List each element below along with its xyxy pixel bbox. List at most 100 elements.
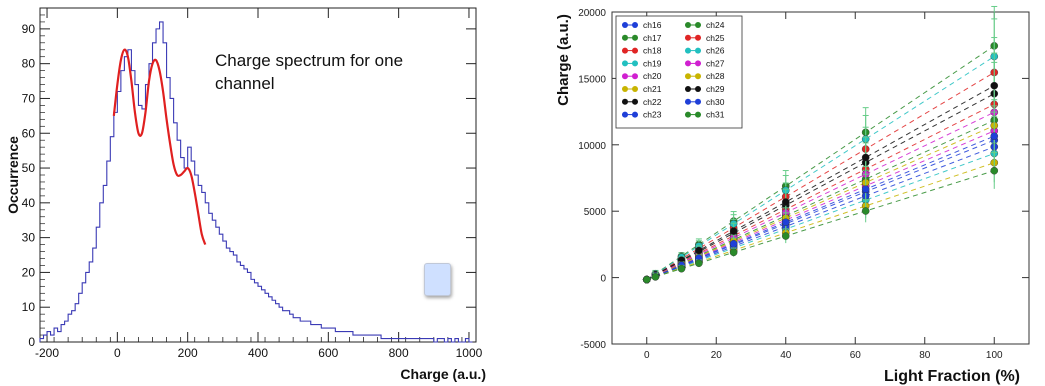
legend: ch16 ch17 ch18 ch19 ch20 ch21 ch22 ch23 ch24 ch25… (615, 15, 743, 129)
data-point-ch29 (695, 246, 703, 255)
y-tick-label: -5000 (580, 340, 606, 351)
fit-line-ch24 (646, 45, 995, 281)
x-tick-label: 40 (780, 350, 792, 361)
legend-marker (695, 34, 701, 41)
y-tick-label: 90 (22, 22, 36, 36)
axes: 0 20 40 60 80 100 -5000 0 5000 10000 15000 20000 (578, 8, 1029, 361)
chart-title-line1: Charge spectrum for one (215, 51, 403, 70)
y-tick-label: 50 (22, 161, 36, 175)
y-tick-label: 10 (22, 300, 36, 314)
y-tick-label: 0 (28, 335, 35, 349)
legend-marker (632, 34, 638, 41)
x-tick-label: 400 (248, 346, 268, 360)
legend-marker (632, 22, 638, 28)
legend-marker (695, 22, 701, 28)
charge-vs-light-fraction-chart: 0 20 40 60 80 100 -5000 0 5000 10000 15000 20000 ch… (555, 5, 1030, 385)
x-tick-label: 100 (986, 350, 1003, 361)
x-tick-label: 0 (644, 350, 650, 361)
data-point-ch30 (861, 185, 870, 194)
legend-marker (695, 60, 701, 67)
y-tick-label: 20 (22, 265, 36, 279)
y-tick-label: 80 (22, 57, 36, 71)
legend-label-ch17: ch17 (643, 33, 662, 43)
legend-marker (695, 73, 701, 80)
data-point-ch31 (651, 273, 660, 281)
y-tick-label: 10000 (578, 141, 606, 152)
legend-label-ch28: ch28 (706, 71, 725, 81)
legend-marker (632, 60, 638, 67)
fit-line-ch21 (646, 162, 995, 281)
y-axis-title: Charge (a.u.) (555, 14, 572, 106)
legend-marker (632, 98, 638, 105)
fit-line-ch18 (646, 103, 995, 281)
x-tick-label: 800 (389, 346, 409, 360)
x-tick-label: 60 (850, 350, 862, 361)
legend-marker (695, 86, 701, 92)
histogram-line (39, 21, 473, 343)
data-point-ch30 (990, 132, 999, 140)
x-tick-label: 200 (178, 346, 198, 360)
charge-spectrum-chart: -200 0 200 400 600 800 10000102030405060708090… (5, 7, 486, 382)
legend-label-ch27: ch27 (706, 58, 725, 68)
fit-lines (646, 45, 995, 281)
fit-line-ch29 (646, 85, 995, 281)
data-point-ch31 (861, 207, 870, 215)
y-tick-label: 30 (22, 231, 36, 245)
legend-label-ch31: ch31 (706, 110, 725, 120)
y-tick-label: 15000 (578, 74, 606, 85)
legend-marker (695, 47, 701, 54)
legend-marker (632, 47, 638, 54)
fit-line-ch17 (646, 119, 995, 281)
legend-marker (695, 98, 701, 105)
data-point-ch31 (677, 264, 686, 273)
x-tick-label: 600 (318, 346, 338, 360)
fit-line-ch23 (646, 146, 995, 281)
y-axis-title: Occurrence (5, 136, 21, 214)
legend-marker (685, 22, 691, 28)
fit-line-ch25 (646, 71, 995, 281)
legend-marker (695, 111, 701, 118)
legend-label-ch20: ch20 (643, 71, 662, 81)
data-point-ch31 (990, 166, 999, 175)
x-tick-label: 1000 (456, 346, 483, 360)
legend-marker (622, 86, 628, 92)
legend-marker (685, 86, 691, 92)
x-tick-label: -200 (35, 346, 59, 360)
legend-box (615, 15, 743, 129)
legend-label-ch30: ch30 (706, 97, 725, 107)
data-point-ch30 (781, 218, 790, 227)
fit-line-ch28 (646, 125, 995, 281)
legend-marker (632, 111, 638, 118)
y-tick-label: 5000 (584, 207, 607, 218)
fit-line-ch26 (646, 56, 995, 281)
data-point-ch29 (729, 227, 738, 235)
data-points (642, 5, 999, 284)
legend-overlay-button[interactable] (424, 263, 451, 296)
legend-marker (622, 98, 628, 105)
x-tick-label: 0 (114, 346, 121, 360)
legend-marker (685, 111, 691, 118)
data-point-ch29 (861, 153, 870, 162)
legend-label-ch22: ch22 (643, 97, 662, 107)
x-tick-label: 20 (711, 350, 723, 361)
fit-line-ch22 (646, 93, 995, 281)
x-axis-title: Charge (a.u.) (400, 366, 486, 382)
fit-line-ch19 (646, 152, 995, 281)
legend-marker (685, 47, 691, 54)
data-point-ch31 (642, 275, 651, 284)
legend-marker (622, 34, 628, 41)
data-point-ch31 (695, 259, 703, 268)
x-tick-label: 80 (919, 350, 931, 361)
legend-marker (622, 47, 628, 54)
legend-marker (622, 60, 628, 67)
legend-marker (685, 73, 691, 80)
legend-label-ch19: ch19 (643, 58, 662, 68)
legend-label-ch16: ch16 (643, 20, 662, 30)
legend-marker (632, 73, 638, 80)
legend-marker (622, 73, 628, 80)
legend-label-ch24: ch24 (706, 20, 725, 30)
fit-line-ch31 (646, 170, 995, 281)
legend-label-ch18: ch18 (643, 46, 662, 56)
legend-label-ch21: ch21 (643, 84, 662, 94)
